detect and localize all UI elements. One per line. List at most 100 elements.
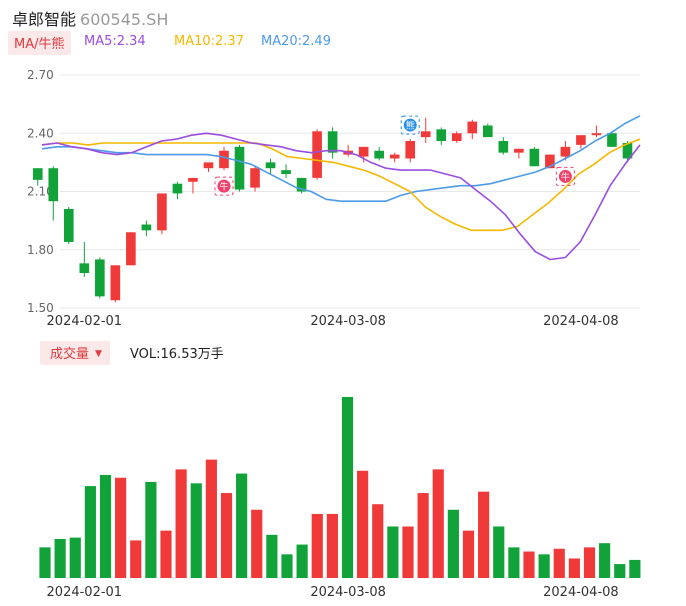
volume-bar: [341, 396, 354, 578]
y-tick-label: 2.10: [27, 185, 54, 199]
candle-body: [296, 177, 307, 192]
volume-bar: [553, 548, 565, 578]
candle-body: [79, 263, 90, 274]
volume-bar: [538, 554, 550, 578]
candlestick: [63, 207, 74, 244]
stock-name: 卓郎智能: [12, 10, 77, 29]
candlestick: [327, 127, 338, 159]
volume-bar: [462, 530, 475, 578]
sell-icon: 熊: [400, 115, 420, 135]
marker-frame: [555, 166, 575, 186]
candle-body: [622, 142, 633, 159]
volume-bar: [583, 547, 596, 578]
volume-bar: [175, 469, 187, 578]
volume-bar: [432, 469, 444, 578]
candle-body: [48, 168, 59, 202]
candle-body: [203, 162, 214, 169]
candle-body: [358, 146, 369, 157]
candle-body: [576, 135, 586, 145]
volume-bar: [493, 526, 505, 578]
candle-body: [498, 141, 509, 153]
stock-code: 600545.SH: [80, 10, 169, 29]
candle-body: [110, 265, 121, 301]
volume-bar: [372, 504, 384, 578]
volume-bar: [568, 558, 580, 578]
y-tick-label: 1.50: [27, 301, 54, 315]
candlestick: [420, 117, 431, 143]
candle-body: [514, 148, 524, 153]
volume-bar: [130, 540, 142, 578]
volume-bar: [99, 474, 112, 578]
marker-frame: [400, 115, 420, 135]
volume-bar: [614, 564, 626, 578]
volume-bar: [205, 459, 217, 578]
candlestick: [451, 131, 462, 143]
volume-bar: [54, 539, 66, 578]
candlestick: [467, 119, 478, 140]
candle-body: [312, 131, 322, 178]
marker-badge: [403, 118, 417, 132]
candlestick: [110, 265, 121, 303]
ma10-label: MA10:2.37: [174, 34, 244, 49]
volume-tag-label: 成交量: [50, 347, 90, 362]
y-tick-label: 2.40: [27, 126, 54, 140]
candle-body: [172, 183, 183, 194]
marker-label: 牛: [219, 181, 228, 193]
candle-body: [482, 125, 493, 138]
caret-down-icon: ▼: [95, 349, 102, 359]
candle-body: [389, 154, 400, 159]
candle-body: [265, 162, 276, 169]
candlestick: [172, 181, 183, 200]
volume-bar: [447, 509, 459, 578]
candlestick: [234, 144, 245, 192]
volume-bar: [311, 513, 323, 578]
volume-bar: [523, 551, 535, 578]
candle-body: [234, 146, 245, 190]
candle-body: [32, 168, 43, 180]
volume-value: VOL:16.53万手: [130, 347, 224, 362]
candle-body: [141, 224, 152, 231]
candlestick: [32, 168, 43, 186]
volume-bar: [357, 470, 369, 578]
marker-frame: [214, 176, 234, 196]
volume-bar: [402, 526, 414, 578]
candle-body: [467, 121, 478, 134]
candlestick: [219, 146, 229, 171]
candlestick: [265, 158, 276, 175]
candlestick: [141, 220, 152, 237]
candle-body: [63, 208, 74, 242]
volume-bar: [69, 537, 81, 578]
volume-bar: [508, 547, 520, 578]
candle-body: [327, 131, 338, 153]
candle-body: [188, 177, 198, 182]
candle-body: [607, 133, 617, 147]
candle-body: [405, 141, 416, 159]
ma5-label: MA5:2.34: [84, 34, 146, 49]
volume-bar: [236, 473, 248, 578]
candlestick: [203, 162, 214, 173]
candlestick: [560, 141, 571, 161]
candle-body: [560, 146, 571, 157]
volume-bar: [599, 543, 611, 578]
x-tick-label: 2024-03-08: [310, 585, 386, 600]
marker-label: 牛: [561, 171, 570, 183]
ma-indicator-selector[interactable]: MA/牛熊: [8, 31, 71, 55]
volume-indicator-selector[interactable]: 成交量 ▼: [40, 341, 110, 365]
candlestick: [250, 166, 260, 192]
candlestick: [48, 166, 59, 221]
buy-icon: 牛: [555, 166, 575, 186]
volume-bar: [145, 481, 157, 578]
candlestick: [591, 125, 602, 138]
candlestick: [95, 257, 105, 299]
marker-badge: [217, 179, 231, 193]
candle-body: [420, 131, 431, 138]
y-tick-label: 2.70: [27, 68, 54, 82]
candle-body: [436, 129, 447, 142]
volume-bar: [39, 547, 51, 578]
candle-body: [250, 168, 260, 188]
candlestick: [296, 177, 307, 194]
stock-title: 卓郎智能 600545.SH: [12, 6, 168, 30]
candlestick: [312, 129, 322, 180]
x-tick-label: 2024-04-08: [543, 585, 619, 600]
